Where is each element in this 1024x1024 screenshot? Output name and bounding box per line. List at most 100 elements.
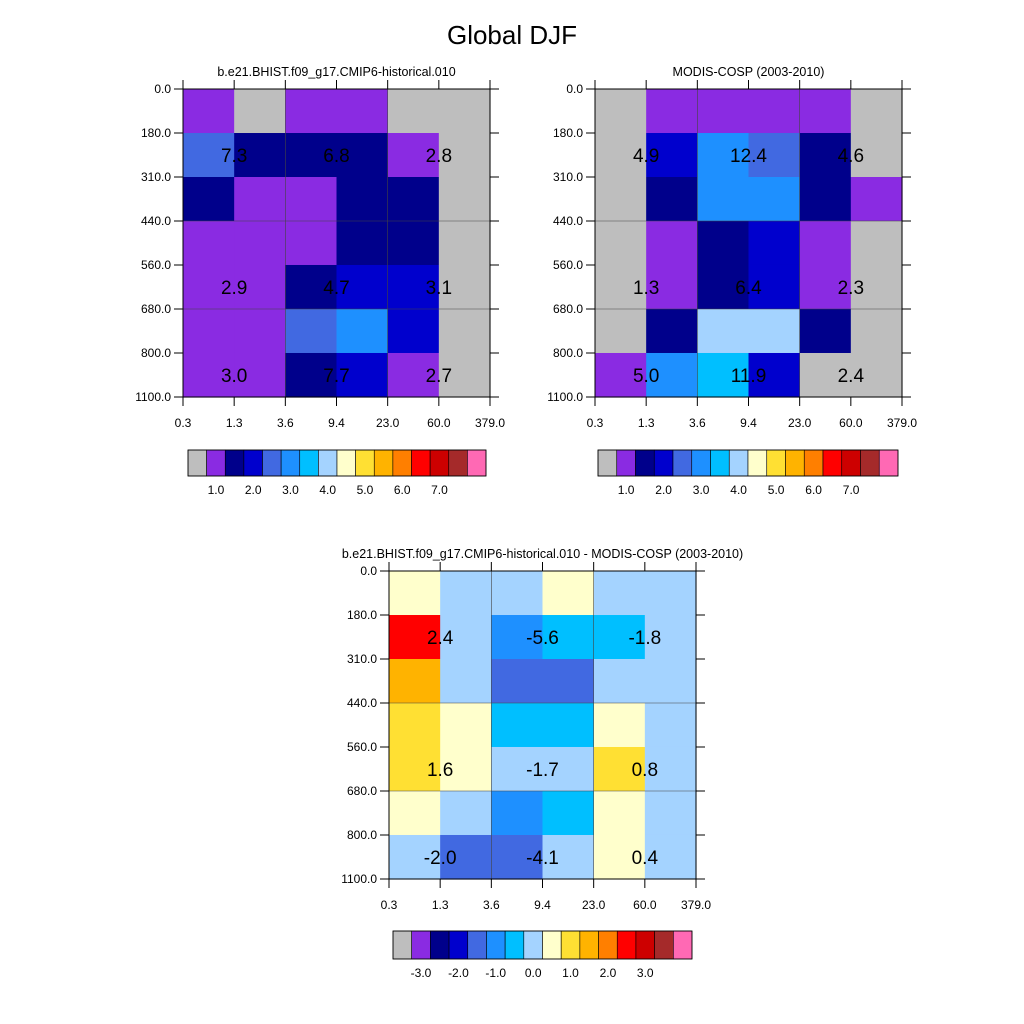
heatmap-cell xyxy=(850,89,903,134)
colorbar-label: 5.0 xyxy=(357,483,374,497)
data-label: 2.3 xyxy=(838,278,864,299)
heatmap-cell xyxy=(336,352,389,398)
heatmap-cell xyxy=(387,177,440,222)
heatmap-cell xyxy=(183,352,235,398)
x-tick-label: 9.4 xyxy=(328,416,345,430)
heatmap-cell xyxy=(389,746,441,792)
heatmap-cell xyxy=(491,571,544,616)
heatmap-cell xyxy=(183,309,235,354)
colorbar-swatch xyxy=(336,449,356,477)
data-label: 2.8 xyxy=(426,146,452,167)
heatmap-cell xyxy=(850,133,903,178)
heatmap-cell xyxy=(748,352,801,398)
data-label: 2.4 xyxy=(427,628,454,649)
heatmap-cell xyxy=(438,221,491,266)
y-tick-label: 440.0 xyxy=(141,214,171,228)
colorbar-swatch xyxy=(785,449,805,477)
heatmap-cell xyxy=(234,264,286,310)
heatmap-cell xyxy=(697,221,750,266)
colorbar-swatch xyxy=(280,449,301,477)
heatmap-cell xyxy=(440,703,492,748)
heatmap-cell xyxy=(389,615,441,660)
heatmap-cell xyxy=(850,309,903,354)
colorbar-label: 6.0 xyxy=(805,483,822,497)
heatmap-cell xyxy=(438,89,491,134)
y-tick-label: 680.0 xyxy=(553,302,583,316)
heatmap-cell xyxy=(234,221,286,266)
heatmap-cell xyxy=(799,177,852,222)
colorbar-swatch xyxy=(411,449,431,477)
heatmap-cell xyxy=(491,746,544,792)
heatmap-cell xyxy=(491,659,544,704)
heatmap-cell xyxy=(697,264,750,310)
heatmap-cell xyxy=(440,659,492,704)
colorbar-frame xyxy=(187,449,487,477)
heatmap-cell xyxy=(285,352,338,398)
colorbar-swatch xyxy=(486,930,506,960)
heatmap-cell xyxy=(387,133,440,178)
colorbar-label: 2.0 xyxy=(600,966,617,980)
heatmap-cell xyxy=(646,221,698,266)
colorbar-swatch xyxy=(392,449,412,477)
heatmap-cell xyxy=(593,571,646,616)
colorbar-swatch xyxy=(355,449,375,477)
heatmap-cell xyxy=(285,264,338,310)
heatmap-cell xyxy=(697,89,750,134)
colorbar-swatch xyxy=(710,449,730,477)
data-label: 4.7 xyxy=(323,278,349,299)
heatmap-cell xyxy=(285,177,338,222)
data-label: -1.7 xyxy=(526,760,559,781)
heatmap-cell xyxy=(183,177,235,222)
heatmap-cell xyxy=(389,571,441,616)
data-label: 2.7 xyxy=(426,366,452,387)
heatmap-cell xyxy=(799,133,852,178)
colorbar-swatch xyxy=(504,930,525,960)
heatmap-cell xyxy=(542,659,595,704)
heatmap-cell xyxy=(234,352,286,398)
y-tick-label: 0.0 xyxy=(566,82,583,96)
colorbar-label: 4.0 xyxy=(730,483,747,497)
data-label: 6.4 xyxy=(735,278,762,299)
data-label: 12.4 xyxy=(730,146,767,167)
heatmap-cell xyxy=(748,177,801,222)
heatmap-cell xyxy=(542,615,595,660)
colorbar-label: -3.0 xyxy=(411,966,432,980)
data-label: -5.6 xyxy=(526,628,559,649)
heatmap-cell xyxy=(593,703,646,748)
heatmap-cell xyxy=(748,264,801,310)
heatmap-cell xyxy=(644,746,697,792)
panel-title: b.e21.BHIST.f09_g17.CMIP6-historical.010 xyxy=(217,65,455,79)
colorbar-swatch xyxy=(616,449,636,477)
heatmap-cell xyxy=(387,309,440,354)
colorbar-swatch xyxy=(653,449,674,477)
heatmap-cell xyxy=(748,309,801,354)
heatmap-cell xyxy=(438,352,491,398)
heatmap-cell xyxy=(644,615,697,660)
x-tick-label: 1.3 xyxy=(226,416,243,430)
colorbar-swatch xyxy=(635,449,655,477)
colorbar-label: 0.0 xyxy=(525,966,542,980)
colorbar-swatch xyxy=(635,930,655,960)
y-tick-label: 310.0 xyxy=(347,652,377,666)
colorbar-swatch xyxy=(616,930,637,960)
heatmap-cell xyxy=(799,221,852,266)
heatmap-cell xyxy=(644,834,697,880)
x-tick-label: 23.0 xyxy=(376,416,400,430)
heatmap-cell xyxy=(491,615,544,660)
colorbar-swatch xyxy=(841,449,861,477)
heatmap-cell xyxy=(799,264,852,310)
data-label: -1.8 xyxy=(628,628,661,649)
heatmap-cell xyxy=(595,221,647,266)
panel-title: MODIS-COSP (2003-2010) xyxy=(673,65,825,79)
data-label: 1.6 xyxy=(427,760,453,781)
data-label: 3.1 xyxy=(426,278,452,299)
heatmap-cell xyxy=(799,89,852,134)
colorbar-label: 7.0 xyxy=(843,483,860,497)
colorbar-swatch xyxy=(860,449,880,477)
data-label: 0.4 xyxy=(632,848,659,869)
heatmap-cell xyxy=(183,89,235,134)
y-tick-label: 560.0 xyxy=(553,258,583,272)
data-label: -4.1 xyxy=(526,848,559,869)
data-label: 0.8 xyxy=(632,760,658,781)
heatmap-cell xyxy=(595,89,647,134)
